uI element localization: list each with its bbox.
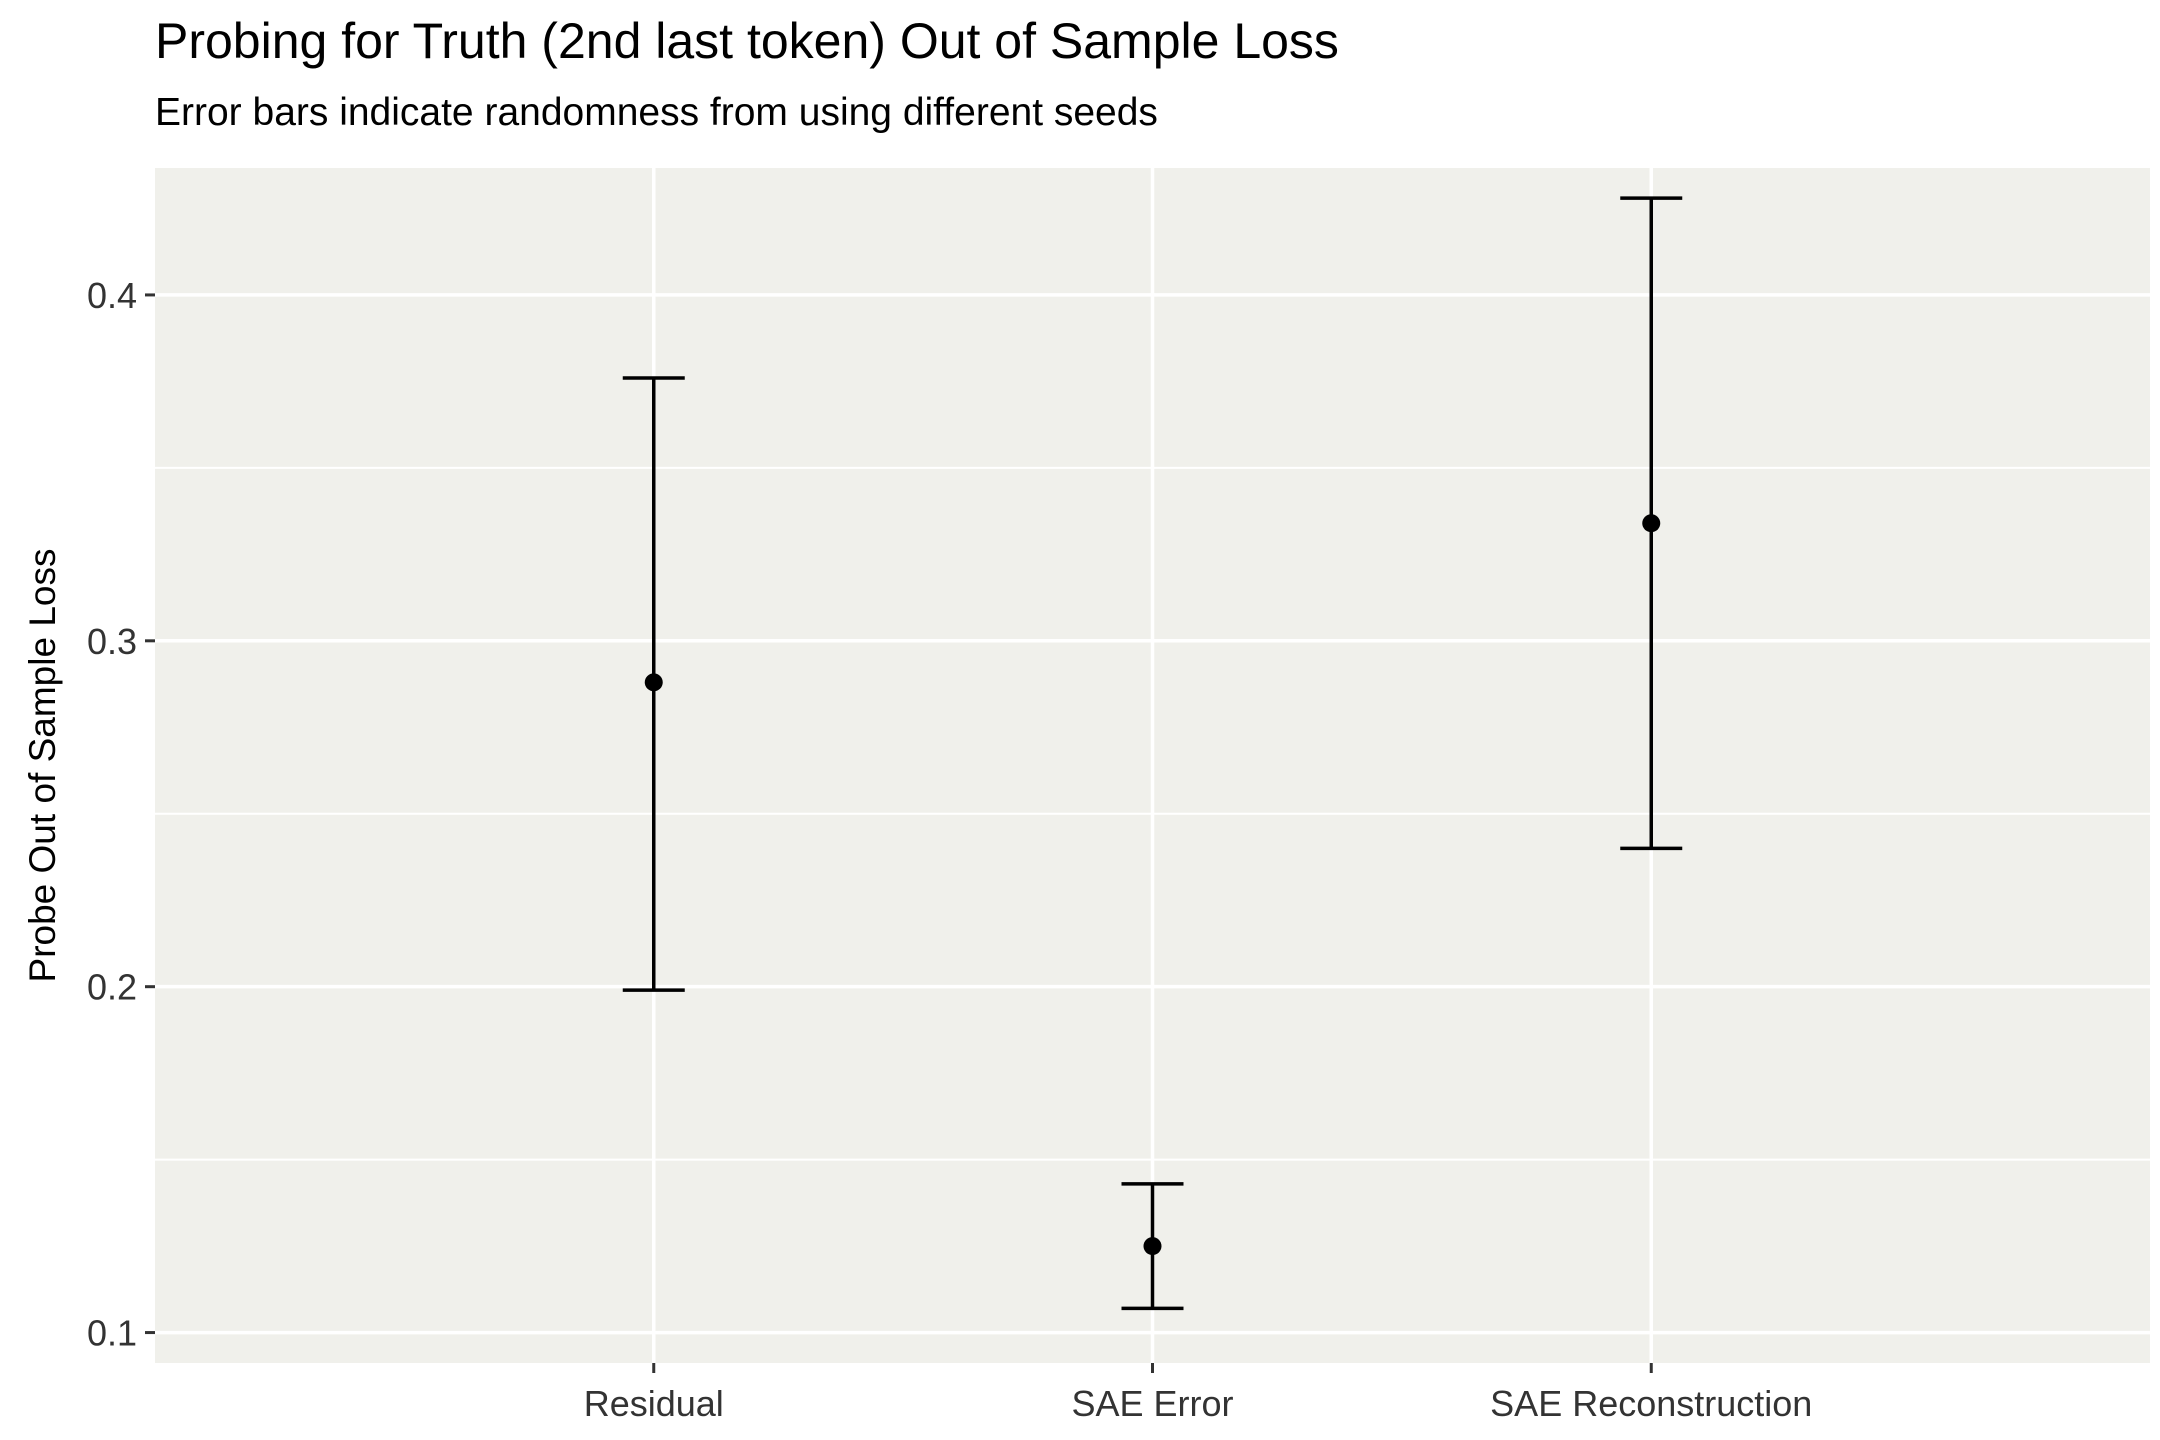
chart-title: Probing for Truth (2nd last token) Out o… — [155, 13, 1339, 69]
y-tick-label: 0.1 — [87, 1313, 137, 1354]
chart-subtitle: Error bars indicate randomness from usin… — [155, 91, 1158, 134]
y-axis-title: Probe Out of Sample Loss — [22, 549, 63, 983]
data-point-3 — [1642, 514, 1661, 533]
data-point-1 — [644, 673, 663, 692]
y-tick-label: 0.2 — [87, 967, 137, 1008]
y-tick-label: 0.4 — [87, 275, 137, 316]
x-tick-label: SAE Reconstruction — [1490, 1383, 1812, 1424]
x-tick-label: SAE Error — [1071, 1383, 1233, 1424]
y-tick-label: 0.3 — [87, 621, 137, 662]
x-tick-label: Residual — [584, 1383, 724, 1424]
data-point-2 — [1143, 1237, 1162, 1256]
